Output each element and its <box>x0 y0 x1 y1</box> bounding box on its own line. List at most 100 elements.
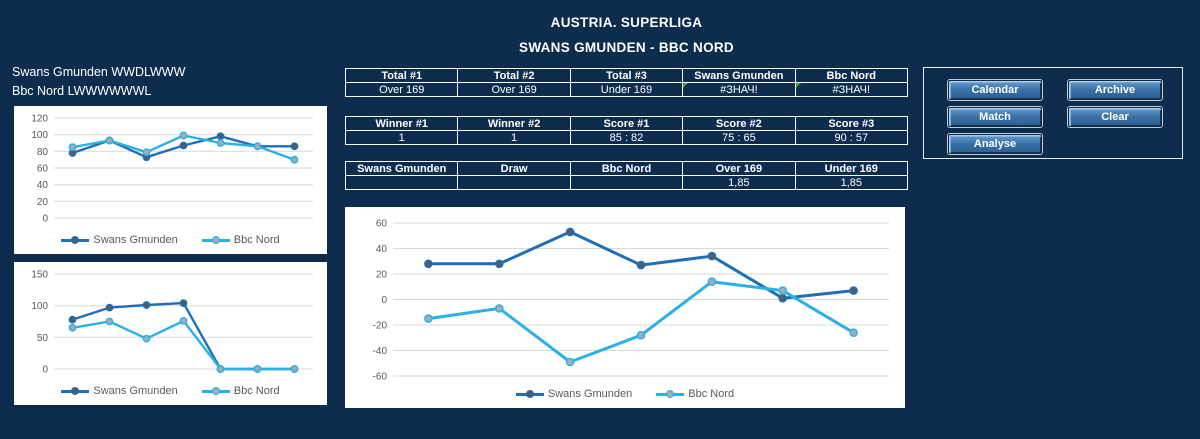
data-point-marker <box>105 303 114 312</box>
odds-table: Swans Gmunden Draw Bbc Nord Over 169 Und… <box>344 161 909 190</box>
legend-line-marker-icon <box>656 390 685 398</box>
legend-label: Bbc Nord <box>233 234 280 246</box>
legend-label: Swans Gmunden <box>93 385 178 397</box>
clear-button[interactable]: Clear <box>1068 107 1162 127</box>
data-point-marker <box>565 227 575 237</box>
y-axis-label: 80 <box>37 147 49 158</box>
home-team-form: Swans Gmunden WWDLWWW <box>12 65 186 79</box>
header-cell: Total #1 <box>344 68 459 83</box>
data-point-marker <box>105 136 114 145</box>
totals-table: Total #1 Total #2 Total #3 Swans Gmunden… <box>344 68 909 97</box>
y-axis-label: 40 <box>37 180 49 191</box>
legend-item: Swans Gmunden <box>61 234 178 246</box>
data-point-marker <box>849 328 858 337</box>
header-cell: Under 169 <box>794 161 909 176</box>
y-axis-label: 100 <box>31 130 48 141</box>
header-cell: Score #3 <box>794 116 909 131</box>
series-line <box>426 280 856 364</box>
data-point-marker <box>778 293 788 303</box>
calendar-button[interactable]: Calendar <box>948 80 1042 100</box>
header-cell: Score #2 <box>682 116 796 131</box>
value-cell: 85 : 82 <box>569 130 684 145</box>
data-point-marker <box>68 143 77 152</box>
team-form-records: Swans Gmunden WWDLWWW Bbc Nord LWWWWWWL <box>12 63 185 101</box>
data-point-marker <box>849 286 858 295</box>
value-cell: Over 169 <box>457 82 571 97</box>
legend-line-marker-icon <box>61 236 90 244</box>
legend-label: Swans Gmunden <box>93 234 178 246</box>
data-point-marker <box>290 142 299 151</box>
legend-line-marker-icon <box>61 387 90 395</box>
chart-legend: Swans Gmunden Bbc Nord <box>14 228 327 252</box>
y-axis-label: 0 <box>381 295 387 306</box>
legend-label: Swans Gmunden <box>547 388 633 400</box>
recent-totals-chart: 0 50 100 150 Swans Gmunden Bbc Nord <box>14 262 327 405</box>
header-cell: Bbc Nord <box>569 161 684 176</box>
data-point-marker <box>179 141 188 150</box>
header-cell: Score #1 <box>569 116 684 131</box>
data-point-marker <box>179 299 188 307</box>
legend-label: Bbc Nord <box>233 385 280 397</box>
data-point-marker <box>216 139 225 147</box>
header-cell: Swans Gmunden <box>344 161 459 176</box>
data-point-marker <box>142 148 151 157</box>
value-cell: 1 <box>457 130 571 145</box>
data-point-marker <box>179 131 188 140</box>
data-point-marker <box>424 314 433 323</box>
legend-label: Bbc Nord <box>688 388 735 400</box>
y-axis-label: -20 <box>373 321 388 332</box>
winner-score-table: Winner #1 Winner #2 Score #1 Score #2 Sc… <box>344 116 909 145</box>
y-axis-label: 100 <box>31 301 48 312</box>
data-point-marker <box>253 142 262 151</box>
series-line <box>71 301 296 371</box>
header-cell: Bbc Nord <box>794 68 909 83</box>
data-point-marker <box>707 277 717 286</box>
data-point-marker <box>494 304 504 313</box>
data-point-marker <box>565 357 575 367</box>
y-axis-label: 40 <box>376 244 388 255</box>
data-point-marker <box>290 365 299 373</box>
series-line <box>71 319 296 371</box>
data-point-marker <box>707 251 717 261</box>
chart-plot: 0 50 100 150 <box>31 270 313 376</box>
data-point-marker <box>424 259 433 269</box>
header-cell: Winner #2 <box>457 116 571 131</box>
value-cell-error: #ЗНАЧ! <box>794 82 909 97</box>
data-point-marker <box>142 334 151 343</box>
data-point-marker <box>142 301 151 309</box>
analyse-button[interactable]: Analyse <box>948 134 1042 154</box>
data-point-marker <box>68 315 77 324</box>
value-cell <box>344 175 459 190</box>
legend-item: Swans Gmunden <box>61 385 178 397</box>
header-cell: Total #2 <box>457 68 571 83</box>
value-cell: Over 169 <box>344 82 459 97</box>
header-cell: Over 169 <box>682 161 796 176</box>
y-axis-label: 50 <box>37 333 49 344</box>
y-axis-label: 120 <box>31 114 48 125</box>
data-point-marker <box>179 317 188 325</box>
match-button[interactable]: Match <box>948 107 1042 127</box>
league-title: AUSTRIA. SUPERLIGA <box>550 15 703 30</box>
y-axis-label: 20 <box>376 270 388 281</box>
y-axis-label: 60 <box>37 164 49 175</box>
home-away-points-chart: 0 20 40 60 80 100 120 Swans Gmunden Bbc Nord <box>14 106 327 254</box>
archive-button[interactable]: Archive <box>1068 80 1162 100</box>
chart-plot: 0 20 40 60 80 100 120 <box>31 114 313 225</box>
value-cell: 1,85 <box>794 175 909 190</box>
header-cell: Draw <box>457 161 571 176</box>
legend-item: Bbc Nord <box>656 388 734 400</box>
data-point-marker <box>778 286 788 295</box>
data-point-marker <box>290 155 299 164</box>
header-cell: Winner #1 <box>344 116 459 131</box>
value-cell: 90 : 57 <box>794 130 909 145</box>
match-title: SWANS GMUNDEN - BBC NORD <box>519 40 734 55</box>
chart-legend: Swans Gmunden Bbc Nord <box>14 379 327 403</box>
value-cell-error: #ЗНАЧ! <box>682 82 796 97</box>
points-difference-chart: -60 -40 -20 0 20 40 60 Swans Gmunden Bbc Nord <box>345 207 905 408</box>
chart-legend: Swans Gmunden Bbc Nord <box>345 382 905 406</box>
y-axis-label: -60 <box>373 372 388 383</box>
data-point-marker <box>636 330 646 340</box>
legend-line-marker-icon <box>201 387 230 395</box>
header-cell: Swans Gmunden <box>682 68 796 83</box>
